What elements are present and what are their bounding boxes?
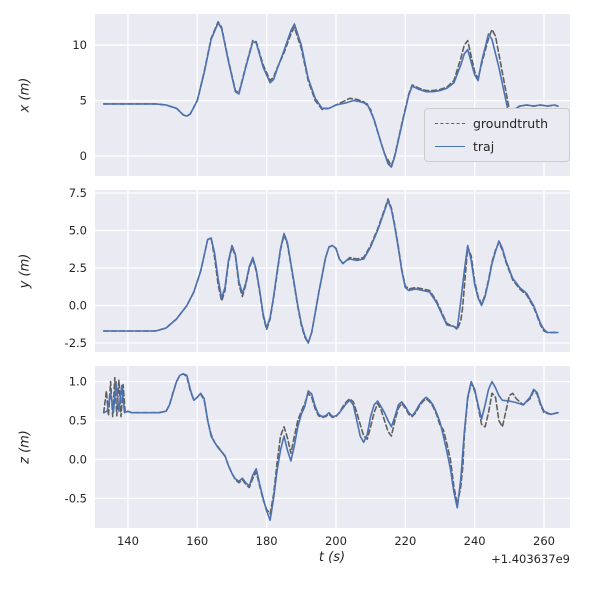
legend-item-traj: traj xyxy=(435,139,559,154)
legend-label-traj: traj xyxy=(473,139,495,154)
legend: groundtruth traj xyxy=(424,108,570,162)
y-tick-label: 0.5 xyxy=(69,414,87,428)
traj-solid-line-sample xyxy=(435,146,465,147)
y-tick-label: 0.0 xyxy=(69,452,87,466)
y-tick-label: 7.5 xyxy=(69,186,87,200)
y-tick-label: -0.5 xyxy=(65,491,87,505)
y-tick-label: 5.0 xyxy=(69,224,87,238)
y-tick-label: 2.5 xyxy=(69,261,87,275)
y-tick-label: 0 xyxy=(80,149,87,163)
groundtruth-dashed-line-sample xyxy=(435,123,465,124)
y-axis-label-y: y (m) xyxy=(17,253,33,289)
y-tick-label: 1.0 xyxy=(69,375,87,389)
y-axis-label-x: x (m) xyxy=(17,77,33,113)
x-tick-label: 260 xyxy=(533,534,555,548)
y-tick-label: -2.5 xyxy=(65,336,87,350)
traj-line xyxy=(102,372,559,522)
y-tick-label: 0.0 xyxy=(69,299,87,313)
x-tick-label: 220 xyxy=(394,534,416,548)
axis-offset-text: +1.403637e9 xyxy=(491,552,570,566)
legend-item-groundtruth: groundtruth xyxy=(435,116,559,131)
y-axis-label-z: z (m) xyxy=(17,430,33,464)
x-tick-label: 200 xyxy=(325,534,347,548)
traj-line xyxy=(102,22,559,168)
legend-label-groundtruth: groundtruth xyxy=(473,116,549,131)
y-tick-label: 10 xyxy=(72,38,87,52)
x-tick-label: 140 xyxy=(117,534,139,548)
x-tick-label: 240 xyxy=(464,534,486,548)
traj-line xyxy=(102,199,559,344)
axes-background xyxy=(95,366,570,528)
x-tick-label: 160 xyxy=(186,534,208,548)
x-tick-label: 180 xyxy=(256,534,278,548)
x-axis-label: t (s) xyxy=(318,550,346,565)
y-tick-label: 5 xyxy=(80,94,87,108)
